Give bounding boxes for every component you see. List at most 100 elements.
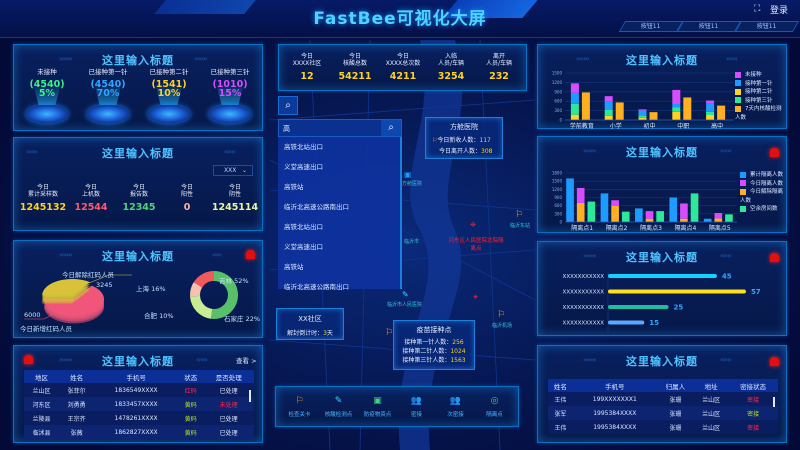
bar-7天内核酸检测人数[interactable]	[649, 112, 658, 120]
bar-7天内核酸检测人数[interactable]	[717, 105, 726, 120]
alarm-icon[interactable]	[770, 357, 779, 366]
bar-未接种[interactable]	[672, 89, 681, 105]
legend-item[interactable]: 接种第一针	[735, 80, 786, 89]
table-row[interactable]: 王伟 1995384XXXX 张珊 兰山区 密接	[548, 420, 778, 434]
bar-空余房间数[interactable]	[621, 211, 630, 222]
bar-未接种[interactable]	[604, 96, 613, 102]
legend-item[interactable]: 7天内核酸检测人数	[735, 105, 786, 122]
search-result-item[interactable]: 高铁站	[284, 183, 304, 191]
column-header[interactable]: 地区	[24, 370, 60, 383]
fullscreen-icon[interactable]: ⛶	[754, 4, 761, 14]
scrollbar[interactable]	[249, 390, 251, 402]
bar-接种第二针[interactable]	[706, 114, 715, 120]
bar-接种第一针[interactable]	[706, 103, 715, 112]
bar-空余房间数[interactable]	[587, 201, 596, 222]
vaccination-site-box[interactable]: 疫苗接种点 接种第一针人数：256 接种第二针人数：1024 接种第三针人数：156…	[393, 320, 475, 370]
legend-item[interactable]: 累计隔离人数	[740, 171, 786, 180]
location-pin-icon[interactable]: ⌖	[470, 218, 477, 231]
ranking-bar[interactable]	[608, 289, 746, 294]
ranking-bar[interactable]	[608, 274, 717, 278]
bar-累计隔离人数[interactable]	[600, 193, 609, 222]
search-result-item[interactable]: 临沂北高速公路南出口	[284, 203, 349, 211]
bar-接种第三针[interactable]	[638, 115, 647, 118]
flag-icon[interactable]: ⚐	[385, 328, 394, 338]
bar-接种第一针[interactable]	[672, 104, 681, 108]
location-pin-icon[interactable]: ⌖	[473, 293, 479, 303]
donut-slice-上海[interactable]	[193, 271, 214, 288]
legend-toggle-flag[interactable]: ⚐ 检查关卡	[280, 396, 319, 418]
ranking-bar[interactable]	[608, 320, 645, 325]
legend-item[interactable]: 未接种	[735, 71, 786, 80]
legend-toggle-supplies-box[interactable]: ▣ 防疫物资点	[358, 396, 397, 418]
bar-今日解除隔离人数[interactable]	[680, 218, 688, 222]
bar-空余房间数[interactable]	[725, 214, 733, 222]
table-row[interactable]: 王伟 199XXXXXXX1 张珊 兰山区 密接	[548, 392, 778, 406]
donut-slice-合肥[interactable]	[190, 282, 203, 297]
view-more-link[interactable]: 查看 >	[236, 357, 257, 365]
bar-累计隔离人数[interactable]	[703, 218, 712, 222]
bar-7天内核酸检测人数[interactable]	[615, 102, 624, 120]
scrollbar[interactable]	[773, 397, 775, 407]
bar-未接种[interactable]	[638, 109, 647, 111]
table-row[interactable]: 张军 1995384XXXX 张珊 兰山区 密接	[548, 406, 778, 420]
search-result-item[interactable]: 临沂北高速公路南出口	[284, 283, 349, 291]
bar-今日隔离人数[interactable]	[645, 211, 654, 219]
column-header[interactable]: 手机号	[94, 370, 179, 383]
bar-接种第二针[interactable]	[604, 115, 613, 120]
column-header[interactable]: 手机号	[572, 379, 657, 392]
bar-今日隔离人数[interactable]	[576, 187, 585, 203]
bar-接种第一针[interactable]	[570, 92, 579, 104]
legend-item[interactable]: 今日解除隔离人数	[740, 188, 786, 205]
header-button-2[interactable]: 按钮11	[676, 21, 742, 32]
bar-今日解除隔离人数[interactable]	[714, 218, 723, 222]
donut-slice-吉林[interactable]	[210, 271, 238, 319]
bar-接种第三针[interactable]	[672, 107, 681, 112]
legend-item[interactable]: 接种第三针	[735, 97, 786, 106]
legend-toggle-quarantine-point[interactable]: ◎ 隔离点	[475, 396, 514, 418]
legend-toggle-secondary-contact[interactable]: 👥 次密接	[436, 396, 475, 418]
login-button[interactable]: 登录	[770, 6, 789, 16]
column-header[interactable]: 姓名	[548, 379, 573, 392]
bar-今日隔离人数[interactable]	[611, 200, 619, 206]
bar-接种第一针[interactable]	[638, 110, 647, 116]
bar-今日解除隔离人数[interactable]	[611, 205, 619, 222]
search-input[interactable]	[283, 123, 378, 134]
search-button[interactable]: ⌕	[381, 120, 401, 136]
table-row[interactable]: 河东区 刘勇勇 1833457XXXX 黄码 未处理	[24, 397, 254, 411]
search-toggle-button[interactable]: ⌕	[278, 96, 298, 115]
bar-累计隔离人数[interactable]	[669, 197, 678, 223]
alarm-icon[interactable]	[770, 148, 779, 157]
search-result-item[interactable]: 义堂高速出口	[284, 163, 323, 171]
bar-未接种[interactable]	[706, 100, 715, 104]
legend-item[interactable]: 接种第二针	[735, 88, 786, 97]
bar-接种第二针[interactable]	[672, 111, 681, 120]
region-select[interactable]: XXX ⌄	[213, 165, 253, 176]
table-row[interactable]: 兰陵县 王宗齐 1478261XXXX 黄码 已处理	[24, 411, 254, 425]
bar-接种第二针[interactable]	[638, 117, 647, 120]
donut-slice-石家庄[interactable]	[190, 295, 213, 319]
header-button-1[interactable]: 按钮11	[618, 21, 684, 32]
bar-7天内核酸检测人数[interactable]	[581, 92, 590, 120]
legend-item[interactable]: 空余房间数	[740, 205, 786, 214]
flag-icon[interactable]: ⚐	[497, 310, 506, 320]
search-result-item[interactable]: 义堂高速出口	[284, 243, 323, 251]
alarm-icon[interactable]	[246, 250, 255, 259]
bar-今日解除隔离人数[interactable]	[645, 218, 654, 222]
table-row[interactable]: 兰山区 张菲尔 1836549XXXX 红码 已处理	[24, 383, 254, 397]
bar-空余房间数[interactable]	[690, 193, 699, 222]
search-result-item[interactable]: 高铁站	[284, 263, 304, 271]
bar-累计隔离人数[interactable]	[566, 178, 574, 222]
bar-接种第三针[interactable]	[604, 109, 613, 116]
search-result-item[interactable]: 高铁北站出口	[284, 223, 323, 231]
alarm-icon[interactable]	[770, 253, 779, 262]
legend-toggle-test-tube[interactable]: ✎ 核酸检测点	[319, 396, 358, 418]
legend-item[interactable]: 今日隔离人数	[740, 180, 786, 189]
bar-今日解除隔离人数[interactable]	[576, 202, 585, 222]
bar-接种第三针[interactable]	[570, 103, 579, 115]
table-row[interactable]: 临沭县 张薇 1862827XXXX 黄码 已处理	[24, 425, 254, 439]
column-header[interactable]: 密接状态	[728, 379, 778, 392]
column-header[interactable]: 归属人	[656, 379, 694, 392]
search-result-item[interactable]: 高铁北站出口	[284, 143, 323, 151]
pie-slice-今日解除红码人员[interactable]	[42, 278, 90, 304]
bar-接种第一针[interactable]	[604, 101, 613, 110]
